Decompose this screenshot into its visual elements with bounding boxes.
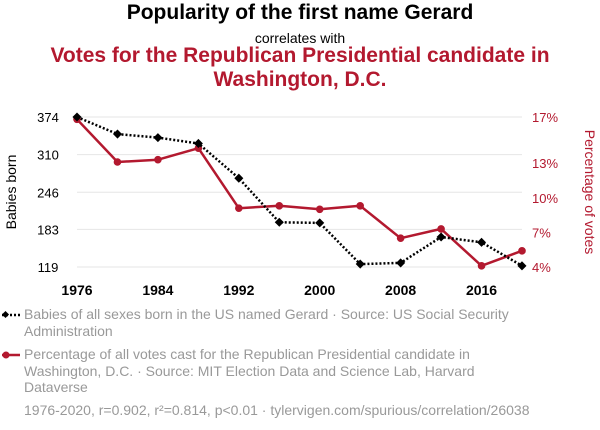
gridlines [77, 116, 522, 268]
right-tick-label: 7% [532, 225, 551, 240]
left-tick-label: 119 [38, 260, 59, 275]
data-point-votes [235, 204, 243, 212]
chart-title: Popularity of the first name Gerard [126, 1, 474, 24]
left-tick-label: 374 [37, 110, 59, 125]
legend-label-babies: Babies of all sexes born in the US named… [24, 306, 509, 339]
right-tick-label: 10% [532, 191, 558, 206]
series-line-babies [76, 115, 523, 267]
right-axis-label: Percentage of votes [582, 130, 598, 255]
footer-stats: 1976-2020, r=0.902, r²=0.814, p<0.01 · t… [24, 402, 530, 418]
series-line-votes [76, 118, 523, 268]
x-tick-label: 1984 [142, 282, 173, 298]
data-point-babies [72, 112, 82, 122]
data-point-votes [154, 155, 162, 164]
left-tick-label: 183 [37, 222, 59, 237]
x-tick-label: 2000 [304, 282, 335, 298]
x-axis-ticks: 1976 1984 1992 2000 2008 2016 [61, 282, 497, 298]
data-point-votes [396, 234, 405, 242]
left-axis-ticks: 119 183 246 310 374 [37, 110, 59, 275]
series [72, 112, 527, 271]
x-tick-label: 2016 [466, 282, 497, 298]
right-tick-label: 13% [532, 156, 558, 171]
x-tick-label: 2008 [385, 282, 416, 298]
data-point-votes [477, 262, 486, 270]
data-point-votes [518, 247, 526, 255]
chart-connector: correlates with [254, 30, 346, 46]
legend-marker-babies [1, 310, 20, 319]
data-point-votes [113, 158, 122, 166]
x-tick-label: 1976 [61, 282, 92, 298]
data-point-votes [275, 202, 284, 210]
left-tick-label: 310 [37, 148, 59, 163]
chart-subtitle: Votes for the Republican Presidential ca… [50, 44, 550, 91]
data-point-babies [274, 217, 284, 227]
data-point-babies [112, 129, 123, 139]
legend-marker-votes [2, 351, 20, 359]
left-axis-label: Babies born [3, 155, 19, 230]
data-point-babies [355, 259, 365, 269]
right-tick-label: 4% [532, 260, 551, 275]
data-point-babies [153, 133, 163, 143]
right-tick-label: 17% [532, 110, 558, 125]
data-point-babies [315, 218, 325, 228]
legend-label-votes: Percentage of all votes cast for the Rep… [24, 346, 475, 395]
right-axis-ticks: 4% 7% 10% 13% 17% [532, 110, 558, 275]
data-point-votes [356, 202, 364, 210]
data-point-babies [477, 237, 487, 247]
data-point-babies [234, 173, 244, 183]
x-tick-label: 1992 [223, 282, 254, 298]
data-point-babies [396, 258, 406, 268]
data-point-votes [437, 225, 445, 233]
data-point-votes [315, 205, 324, 214]
left-tick-label: 246 [37, 185, 59, 200]
